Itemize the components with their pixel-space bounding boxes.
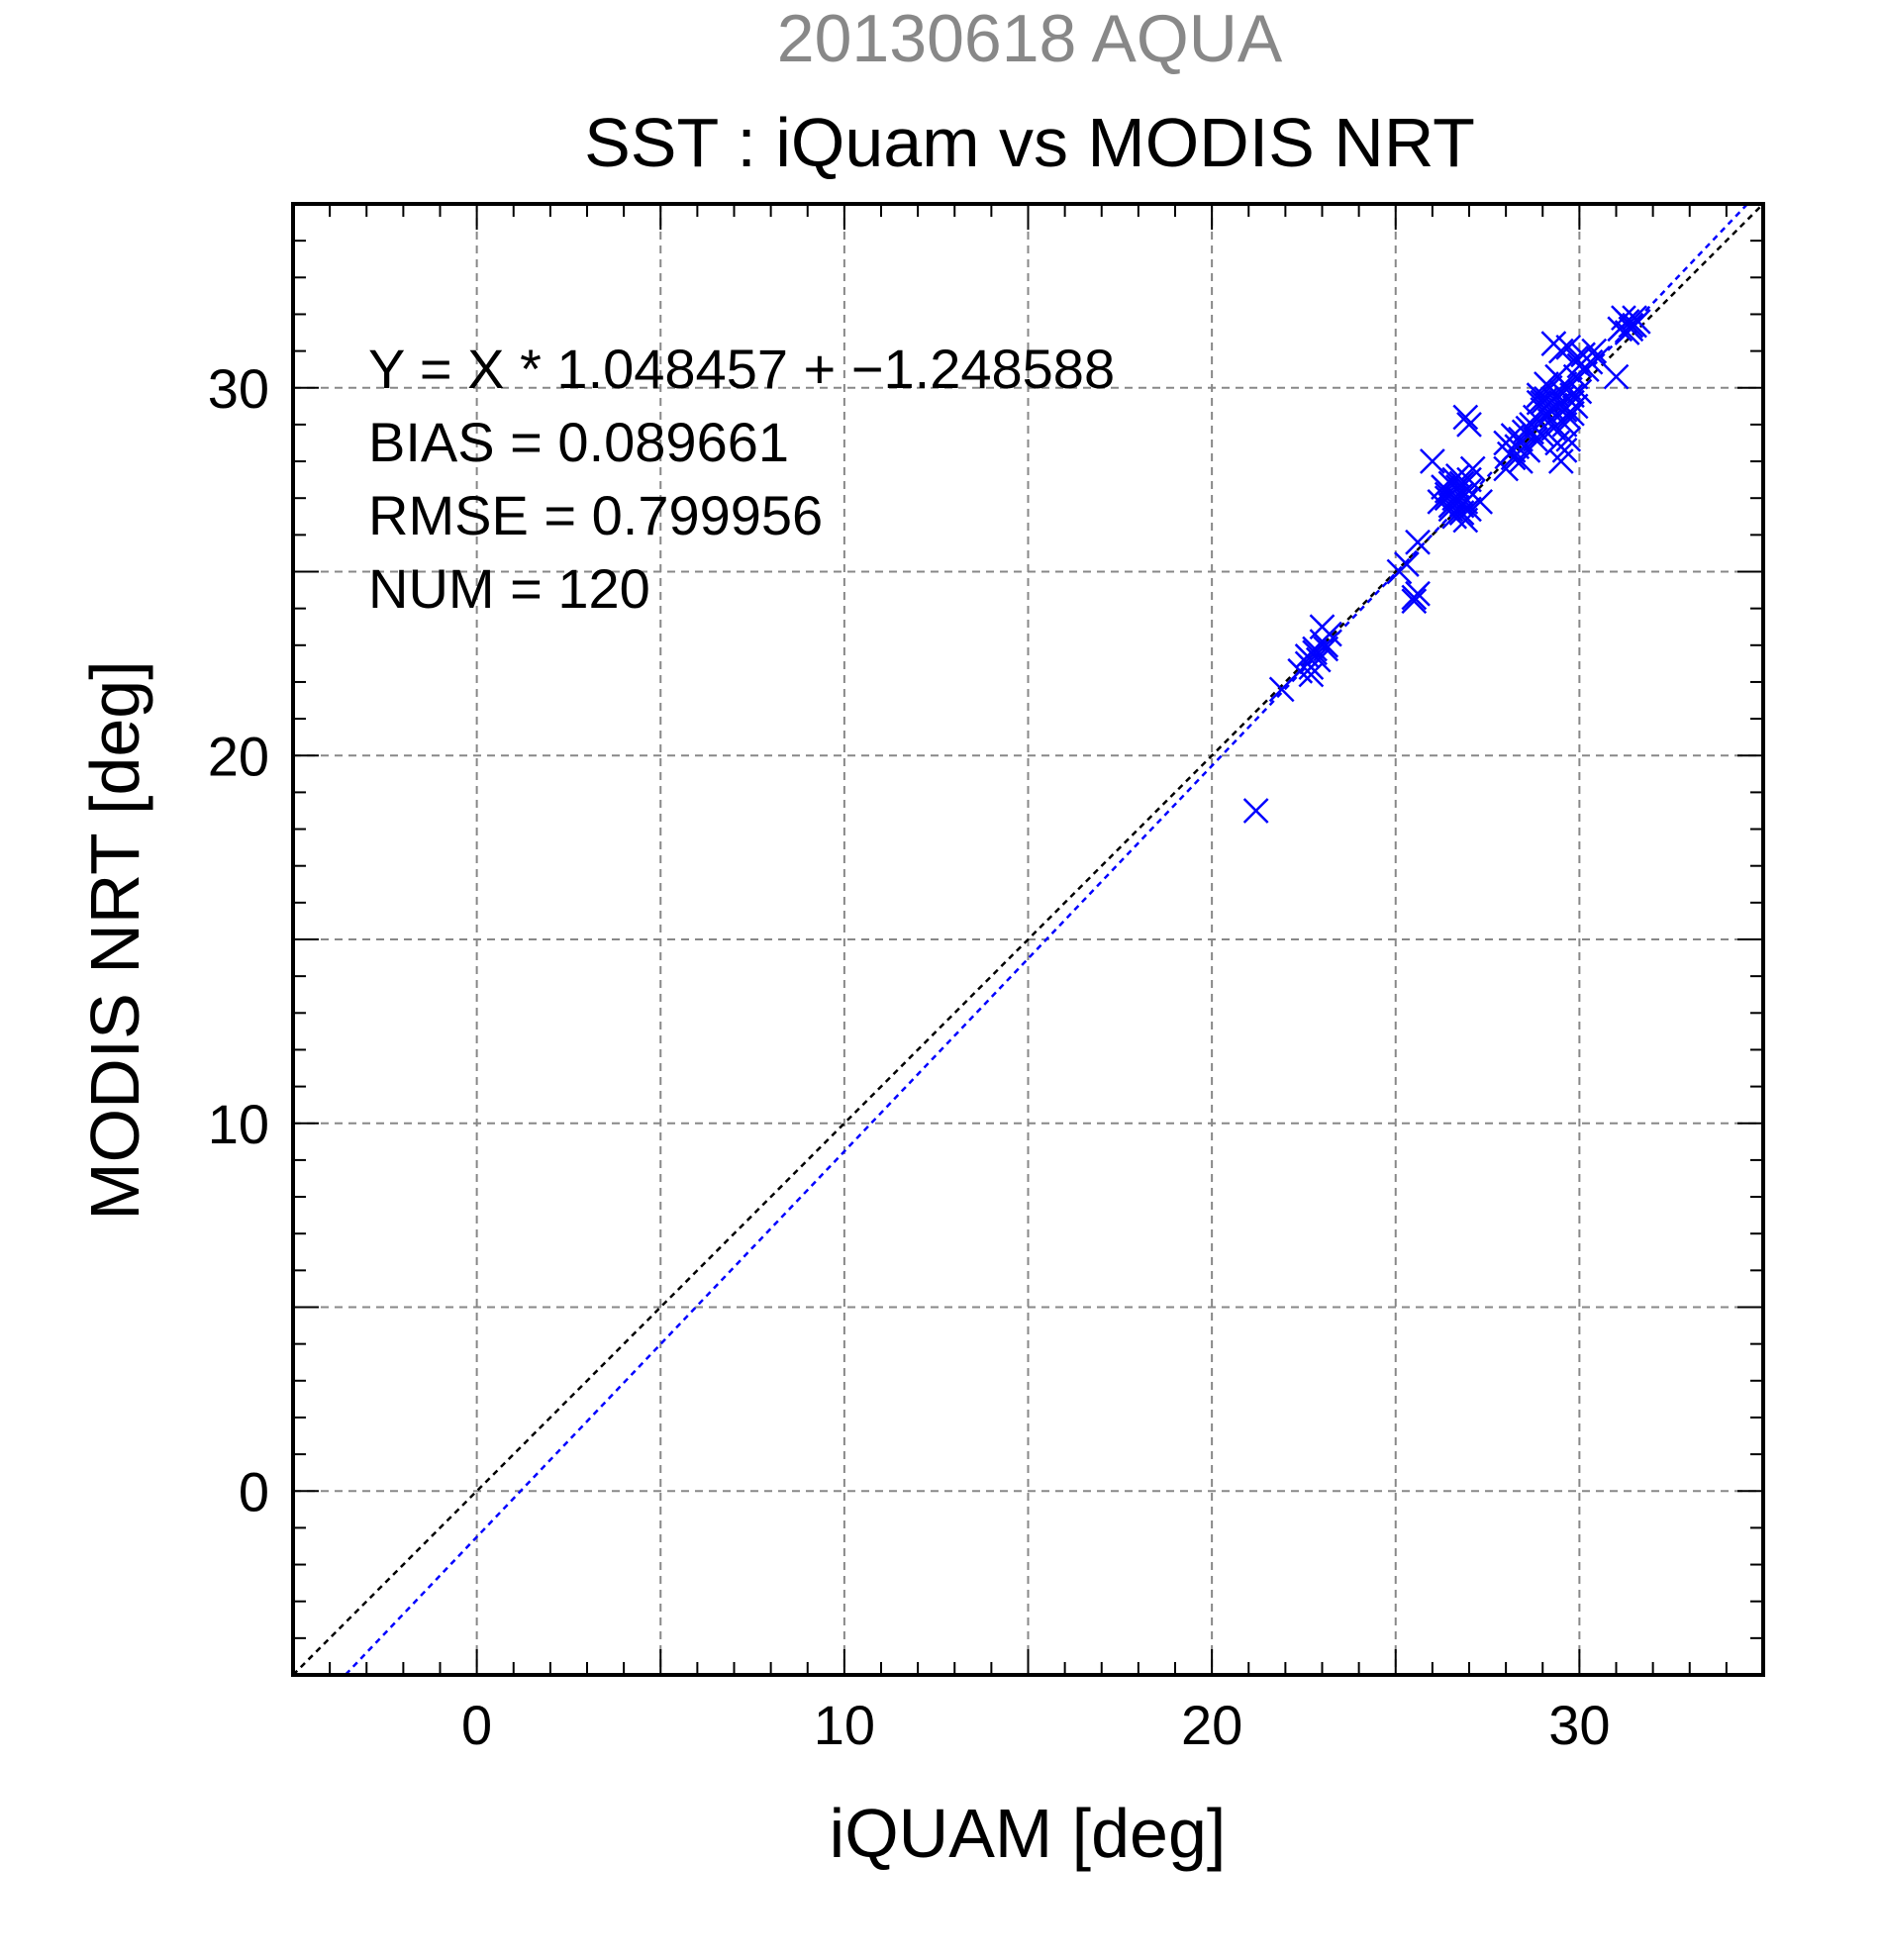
y-tick-label: 0 <box>239 1460 269 1522</box>
y-tick-label: 10 <box>208 1093 269 1155</box>
data-point <box>1386 558 1413 585</box>
data-point <box>1511 434 1537 460</box>
data-point <box>1493 455 1520 482</box>
x-axis-label: iQUAM [deg] <box>830 1795 1227 1872</box>
stats-annotation: Y = X * 1.048457 + −1.248588 BIAS = 0.08… <box>368 338 1115 620</box>
data-point <box>1313 636 1339 662</box>
y-tick-label: 30 <box>208 357 269 420</box>
data-point <box>1313 632 1339 658</box>
annotation-fit-equation: Y = X * 1.048457 + −1.248588 <box>368 338 1115 400</box>
y-tick-labels: 0 10 20 30 <box>208 357 269 1523</box>
annotation-bias: BIAS = 0.089661 <box>368 411 789 473</box>
data-point <box>1544 363 1570 390</box>
data-point <box>1559 400 1585 427</box>
data-point <box>1456 412 1482 438</box>
data-point <box>1551 412 1578 438</box>
x-tick-label: 10 <box>814 1694 875 1756</box>
data-point <box>1419 448 1445 474</box>
data-point <box>1555 335 1582 360</box>
data-point <box>1405 580 1431 607</box>
data-points <box>1242 305 1651 824</box>
x-tick-labels: 0 10 20 30 <box>461 1694 1610 1756</box>
data-point <box>1534 371 1559 397</box>
x-tick-label: 20 <box>1181 1694 1242 1756</box>
chart-subtitle: 20130618 AQUA <box>777 1 1283 76</box>
y-tick-label: 20 <box>208 725 269 787</box>
minor-ticks <box>292 203 1764 1676</box>
data-point <box>1448 470 1475 497</box>
data-point <box>1530 423 1556 448</box>
annotation-num: NUM = 120 <box>368 557 650 620</box>
data-point <box>1618 316 1644 343</box>
data-point <box>1547 338 1574 364</box>
data-point <box>1581 338 1608 364</box>
data-point <box>1401 588 1428 615</box>
data-point <box>1294 643 1321 669</box>
data-point <box>1427 489 1453 515</box>
chart-title: SST : iQuam vs MODIS NRT <box>584 104 1475 181</box>
data-point <box>1309 614 1336 640</box>
data-point <box>1456 466 1482 493</box>
data-point <box>1508 448 1534 474</box>
data-point <box>1603 363 1630 390</box>
plot-frame <box>291 202 1765 1677</box>
data-point <box>1452 507 1479 534</box>
data-point <box>1562 393 1589 420</box>
x-tick-label: 0 <box>461 1694 492 1756</box>
data-point <box>1508 426 1534 452</box>
annotation-rmse: RMSE = 0.799956 <box>368 484 823 546</box>
data-point <box>1448 492 1475 519</box>
data-point <box>1405 529 1431 555</box>
data-point <box>1611 305 1636 332</box>
data-point <box>1526 389 1552 416</box>
x-tick-label: 30 <box>1548 1694 1610 1756</box>
data-point <box>1452 404 1479 431</box>
data-point <box>1242 798 1269 824</box>
y-axis-label: MODIS NRT [deg] <box>76 660 153 1220</box>
